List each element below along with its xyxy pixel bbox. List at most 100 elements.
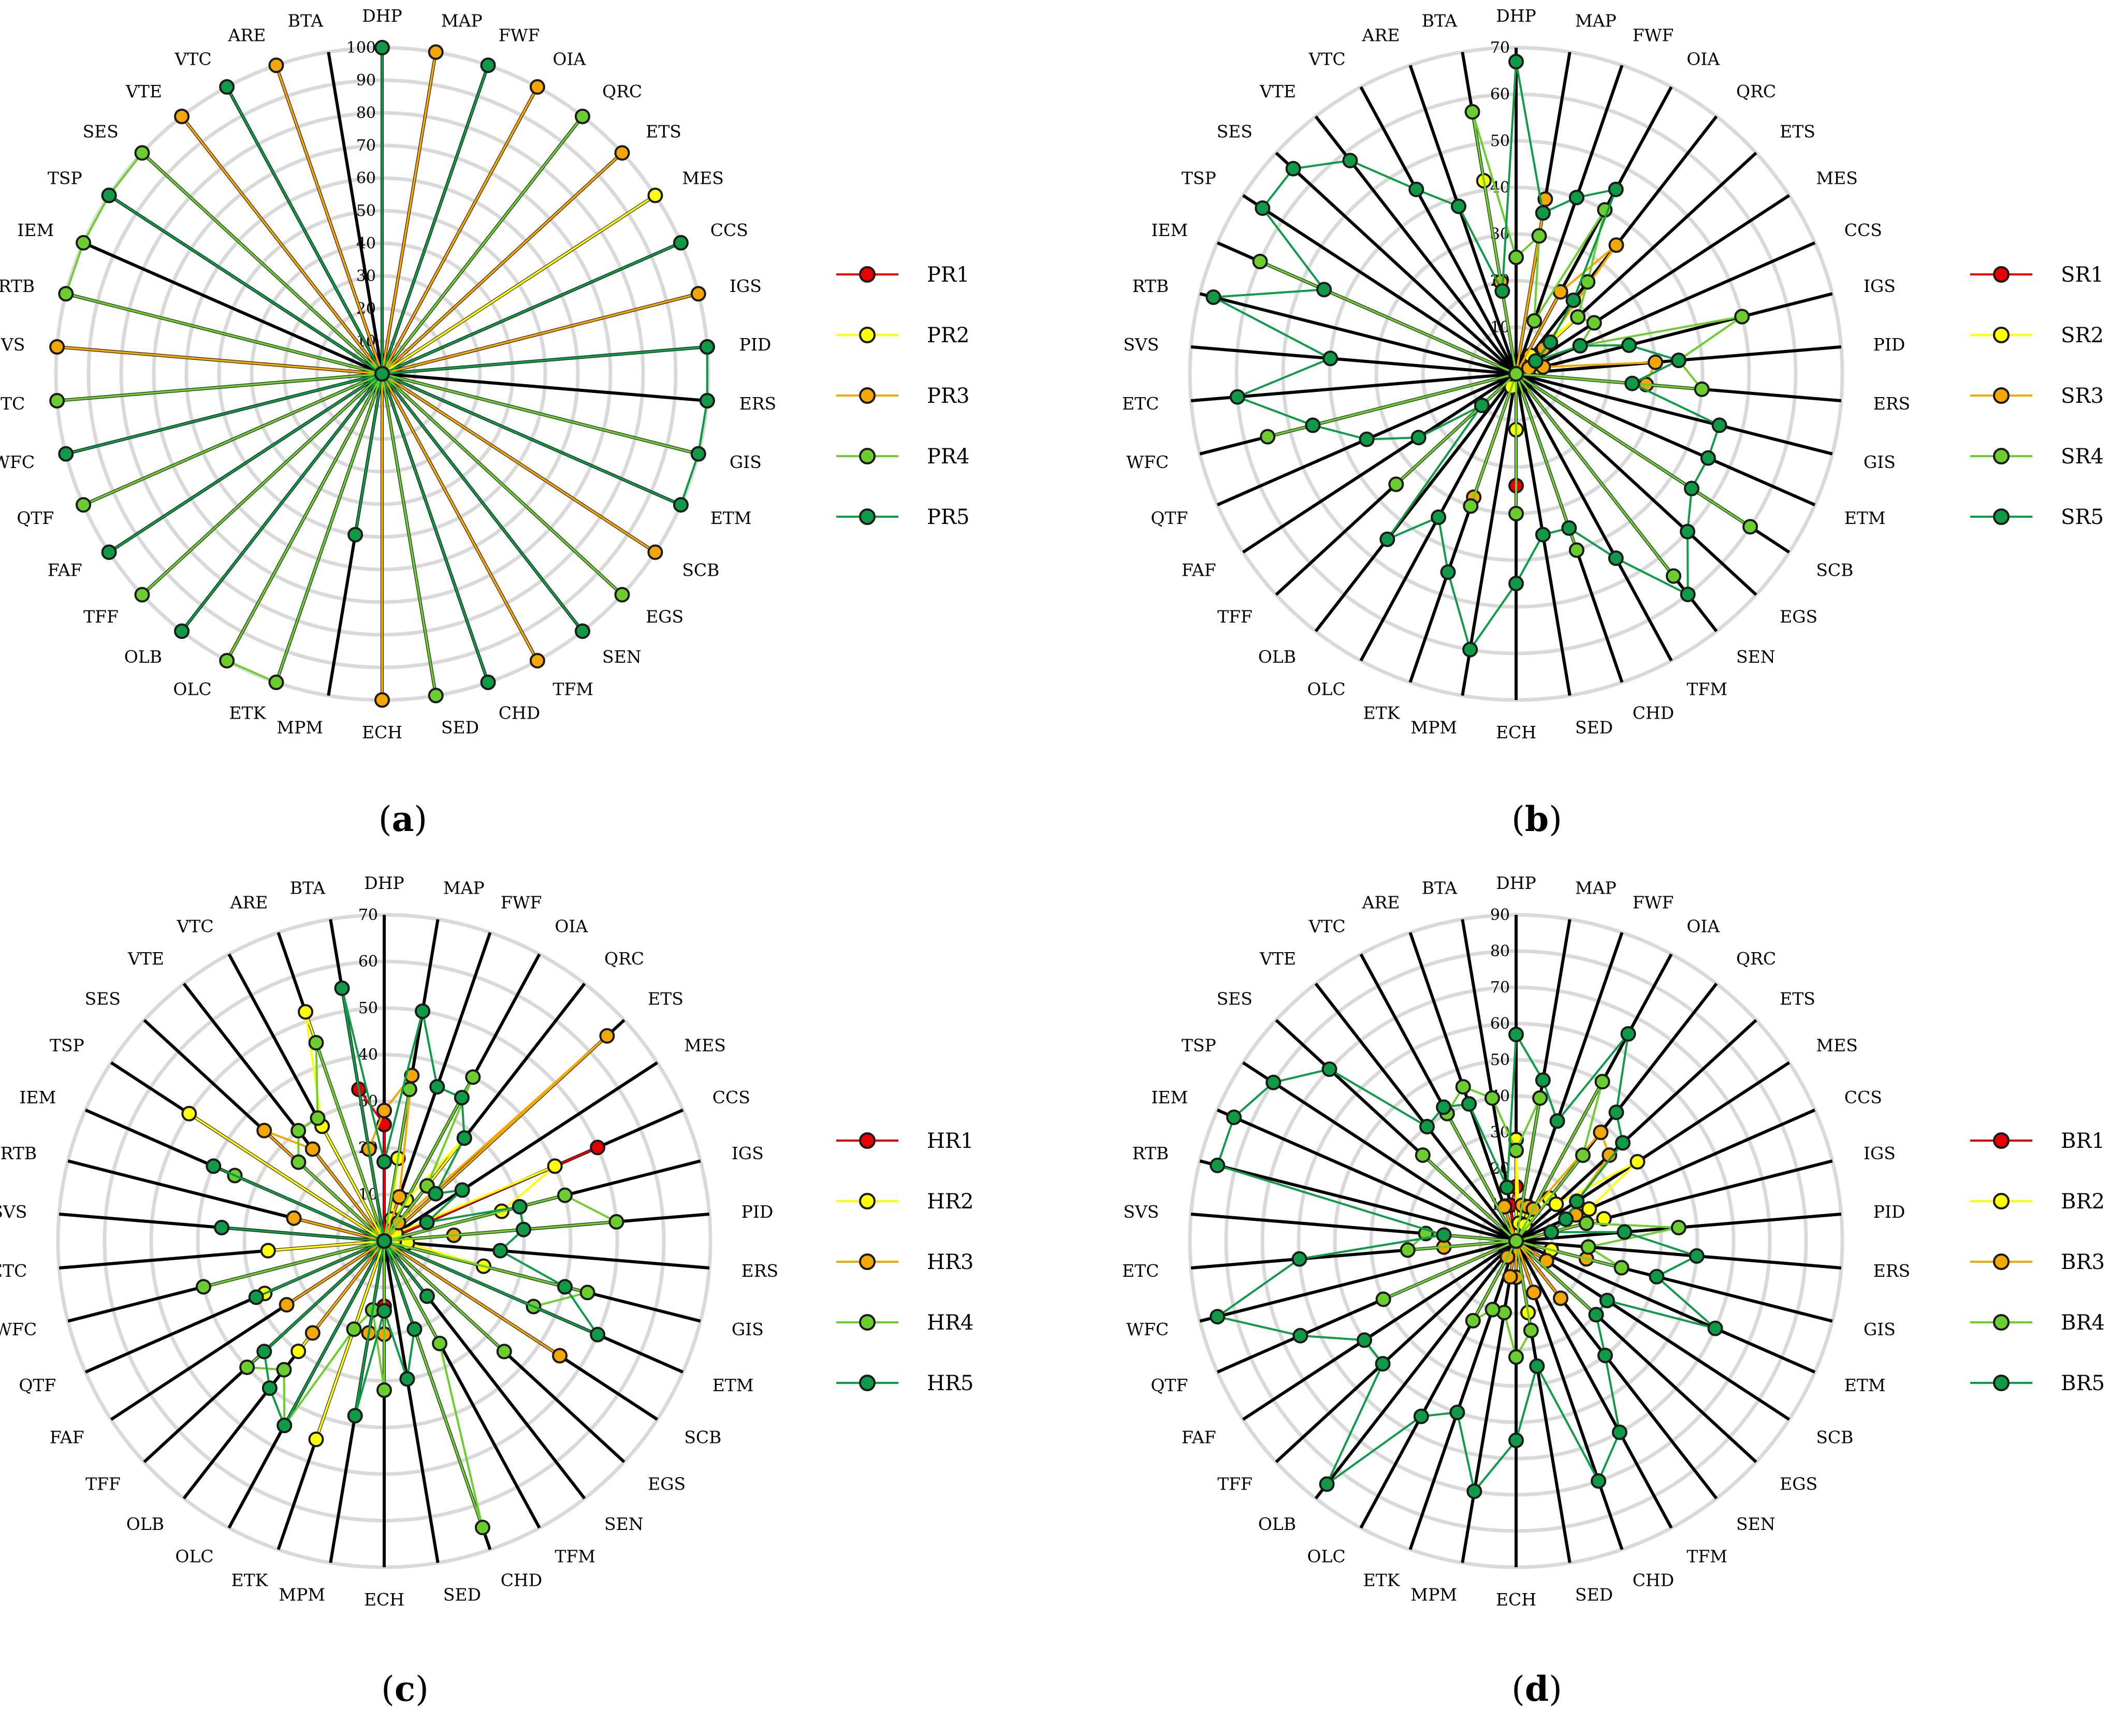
tick-label: 60 [358,953,378,971]
axis-label-tfm: TFM [1686,1547,1727,1567]
axis-label-svs: SVS [0,334,25,355]
legend-item-br5: BR5 [1970,1372,2105,1395]
axis-label-bta: BTA [1422,10,1458,31]
data-point-sr3-qrc [1608,237,1624,253]
axis-label-pid: PID [1873,334,1905,355]
data-point-br2-mes [1630,1154,1646,1170]
legend-swatch-marker [859,387,876,404]
data-point-br5-map [1535,1072,1551,1088]
data-point-sr5-tff [1474,397,1490,413]
data-point-hr5-ets [428,1186,444,1202]
spoke-olb [1314,373,1518,633]
tick-label: 70 [1490,39,1510,57]
spoke-rtb [1199,1159,1517,1243]
data-point-hr3-scb [552,1348,568,1364]
tick-label: 100 [346,39,376,57]
data-point-br5-mpm [1466,1483,1482,1499]
axis-label-ses: SES [83,121,119,141]
data-point-br5-olb [1319,1476,1335,1492]
legend-item-pr2: PR2 [836,324,969,347]
data-point-pr4-iem [76,235,92,251]
axis-label-map: MAP [441,10,483,31]
data-point-br4-oia [1594,1074,1610,1090]
data-point-br5-etc [1291,1251,1307,1267]
data-point-sr5-olb [1379,531,1395,547]
axis-label-olc: OLC [175,1547,213,1567]
legend-swatch-marker [859,1132,876,1149]
data-point-br5-sen [1597,1347,1613,1363]
legend-item-sr3: SR3 [1970,384,2104,408]
axis-label-etm: ETM [1844,508,1886,528]
data-point-sr5-vtc [1408,181,1424,197]
data-point-sr4-are [1508,366,1524,382]
data-point-br5-etm [1707,1320,1723,1336]
axis-label-mpm: MPM [1410,1585,1457,1605]
axis-label-gis: GIS [1864,1319,1896,1339]
data-point-pr4-rtb [58,286,74,302]
tick-label: 80 [356,104,376,122]
data-point-hr4-ech [376,1382,392,1398]
data-point-br5-ccs [1558,1211,1574,1227]
spoke-iem [82,241,383,375]
legend-item-hr3: HR3 [836,1250,973,1274]
data-point-sr5-faf [1410,430,1427,446]
data-point-hr4-tfm [432,1335,448,1351]
data-point-br4-vte [1508,1233,1524,1249]
data-point-sr5-mpm [1462,641,1478,658]
axis-label-svs: SVS [0,1202,27,1222]
data-point-sr4-igs [1734,309,1750,325]
data-point-br4-gis [1613,1260,1630,1276]
data-point-br5-rtb [1210,1157,1226,1173]
data-point-hr1-ccs [590,1140,606,1156]
axis-label-sen: SEN [1736,1514,1776,1534]
axis-label-olb: OLB [1258,647,1296,667]
data-point-sr5-vte [1342,153,1358,169]
data-point-br5-gis [1649,1268,1665,1285]
axis-label-ccs: CCS [712,1087,750,1107]
tick-label: 30 [356,267,376,285]
legend-label: HR1 [927,1129,973,1153]
axis-label-pid: PID [741,1202,774,1222]
axis-label-qrc: QRC [1736,81,1776,101]
data-point-br5-tsp [1265,1074,1282,1090]
axis-label-iem: IEM [1151,1087,1188,1107]
data-point-pr4-etc [49,393,65,409]
data-point-hr5-pid [516,1221,532,1237]
axis-label-scb: SCB [1816,560,1853,580]
data-point-sr4-wfc [1260,429,1276,445]
data-point-sr4-tff [1388,476,1404,492]
legend-item-hr1: HR1 [836,1129,973,1153]
data-point-br4-igs [1578,1215,1594,1231]
legend-label: PR4 [927,445,969,469]
legend-swatch-marker [1993,1193,2010,1209]
data-point-pr4-ses [134,145,150,161]
data-point-pr4-qtf [76,497,92,513]
legend-item-pr1: PR1 [836,263,969,287]
axis-label-olb: OLB [1258,1514,1296,1534]
axis-label-ets: ETS [1780,121,1815,141]
axis-label-svs: SVS [1123,334,1159,355]
legend-swatch-marker [859,327,876,343]
data-point-sr4-iem [1252,254,1268,270]
tick-label: 50 [1490,132,1510,150]
data-point-br4-etc [1400,1242,1416,1258]
data-point-pr5-chd [480,674,496,690]
axis-label-rtb: RTB [1132,1143,1169,1163]
axis-label-tsp: TSP [1182,1035,1216,1056]
axis-label-vtc: VTC [177,916,214,936]
data-point-hr5-qrc [456,1130,472,1146]
data-point-sr5-gis [1711,417,1727,433]
axis-label-fwf: FWF [501,892,542,912]
axis-label-rtb: RTB [1,1143,37,1163]
axis-label-sen: SEN [1736,647,1776,667]
spoke-gis [1516,372,1833,456]
data-point-br4-are [1455,1079,1471,1095]
axis-label-tsp: TSP [48,168,82,188]
legend-label: PR5 [927,505,969,529]
axis-label-mpm: MPM [279,1585,325,1605]
data-point-sr5-chd [1561,520,1577,536]
spoke-fwf [1515,932,1624,1242]
axis-label-rtb: RTB [1132,276,1169,296]
